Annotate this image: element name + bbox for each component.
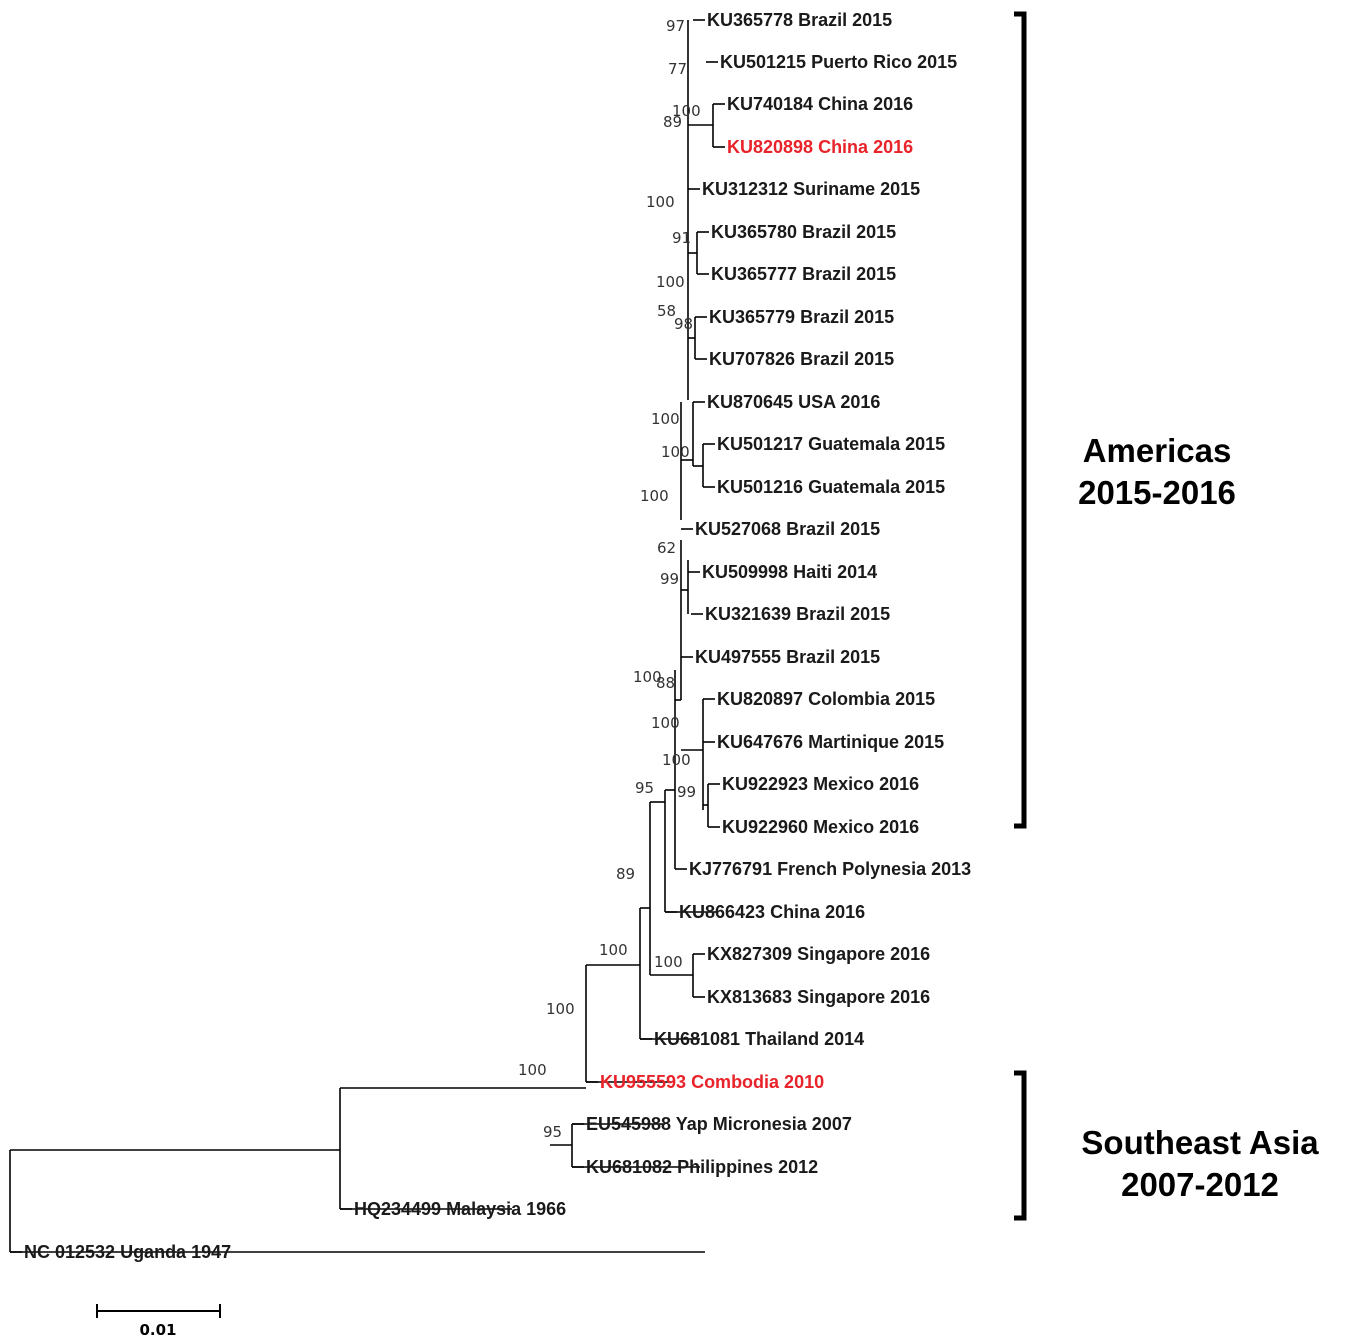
scale-bar-label: 0.01 [139, 1321, 176, 1339]
bracket-americas [1014, 11, 1027, 829]
support-value: 100 [651, 714, 680, 732]
taxon-label: KU497555 Brazil 2015 [695, 647, 880, 667]
group-label-americas: Americas 2015-2016 [1078, 430, 1236, 514]
support-values: 9777100891009110058981001001006299100881… [518, 17, 701, 1141]
group-label-southeast-asia: Southeast Asia 2007-2012 [1081, 1122, 1318, 1206]
taxon-label: KU922923 Mexico 2016 [722, 774, 919, 794]
taxon-label: KU527068 Brazil 2015 [695, 519, 880, 539]
support-value: 89 [663, 113, 682, 131]
support-value: 100 [672, 102, 701, 120]
support-value: 91 [672, 229, 691, 247]
taxon-label: KU509998 Haiti 2014 [702, 562, 877, 582]
taxon-label: KU501215 Puerto Rico 2015 [720, 52, 957, 72]
support-value: 100 [640, 487, 669, 505]
taxon-label: KU365777 Brazil 2015 [711, 264, 896, 284]
support-value: 97 [666, 17, 685, 35]
bracket-southeast-asia [1014, 1070, 1027, 1221]
taxon-label: KU365779 Brazil 2015 [709, 307, 894, 327]
tree-branches [9, 19, 725, 1253]
support-value: 99 [660, 570, 679, 588]
taxon-label: KX813683 Singapore 2016 [707, 987, 930, 1007]
taxon-labels: KU365778 Brazil 2015 KU501215 Puerto Rico… [24, 10, 971, 1262]
support-value: 100 [518, 1061, 547, 1079]
taxon-label: KU922960 Mexico 2016 [722, 817, 919, 837]
support-value: 100 [662, 751, 691, 769]
taxon-label: KU955593 Combodia 2010 [600, 1072, 824, 1092]
support-value: 88 [656, 674, 675, 692]
taxon-label: KU820897 Colombia 2015 [717, 689, 935, 709]
support-value: 62 [657, 539, 676, 557]
taxon-label: KU365780 Brazil 2015 [711, 222, 896, 242]
support-value: 100 [661, 443, 690, 461]
support-value: 95 [635, 779, 654, 797]
group-years-southeast-asia: 2007-2012 [1121, 1166, 1279, 1203]
support-value: 100 [646, 193, 675, 211]
support-value: 98 [674, 315, 693, 333]
support-value: 100 [654, 953, 683, 971]
support-value: 99 [677, 783, 696, 801]
support-value: 100 [651, 410, 680, 428]
taxon-label: KU866423 China 2016 [679, 902, 865, 922]
taxon-label: KU820898 China 2016 [727, 137, 913, 157]
taxon-label: KU321639 Brazil 2015 [705, 604, 890, 624]
taxon-label: KU681081 Thailand 2014 [654, 1029, 864, 1049]
support-value: 77 [668, 60, 687, 78]
group-title-southeast-asia: Southeast Asia [1081, 1124, 1319, 1161]
taxon-label: KU312312 Suriname 2015 [702, 179, 920, 199]
taxon-label: KU647676 Martinique 2015 [717, 732, 944, 752]
scale-bar: 0.01 [96, 1304, 221, 1339]
taxon-label: KU707826 Brazil 2015 [709, 349, 894, 369]
taxon-label: NC 012532 Uganda 1947 [24, 1242, 231, 1262]
group-brackets [1014, 11, 1027, 1221]
support-value: 100 [633, 668, 662, 686]
taxon-label: KU501217 Guatemala 2015 [717, 434, 945, 454]
support-value: 89 [616, 865, 635, 883]
taxon-label: KU740184 China 2016 [727, 94, 913, 114]
taxon-label: EU545988 Yap Micronesia 2007 [586, 1114, 852, 1134]
support-value: 95 [543, 1123, 562, 1141]
taxon-label: KU501216 Guatemala 2015 [717, 477, 945, 497]
taxon-label: KX827309 Singapore 2016 [707, 944, 930, 964]
support-value: 58 [657, 302, 676, 320]
taxon-label: KU681082 Philippines 2012 [586, 1157, 818, 1177]
taxon-label: KU365778 Brazil 2015 [707, 10, 892, 30]
taxon-label: KJ776791 French Polynesia 2013 [689, 859, 971, 879]
group-title-americas: Americas [1082, 432, 1232, 469]
taxon-label: HQ234499 Malaysia 1966 [354, 1199, 566, 1219]
support-value: 100 [599, 941, 628, 959]
taxon-label: KU870645 USA 2016 [707, 392, 880, 412]
support-value: 100 [546, 1000, 575, 1018]
group-years-americas: 2015-2016 [1078, 474, 1236, 511]
support-value: 100 [656, 273, 685, 291]
